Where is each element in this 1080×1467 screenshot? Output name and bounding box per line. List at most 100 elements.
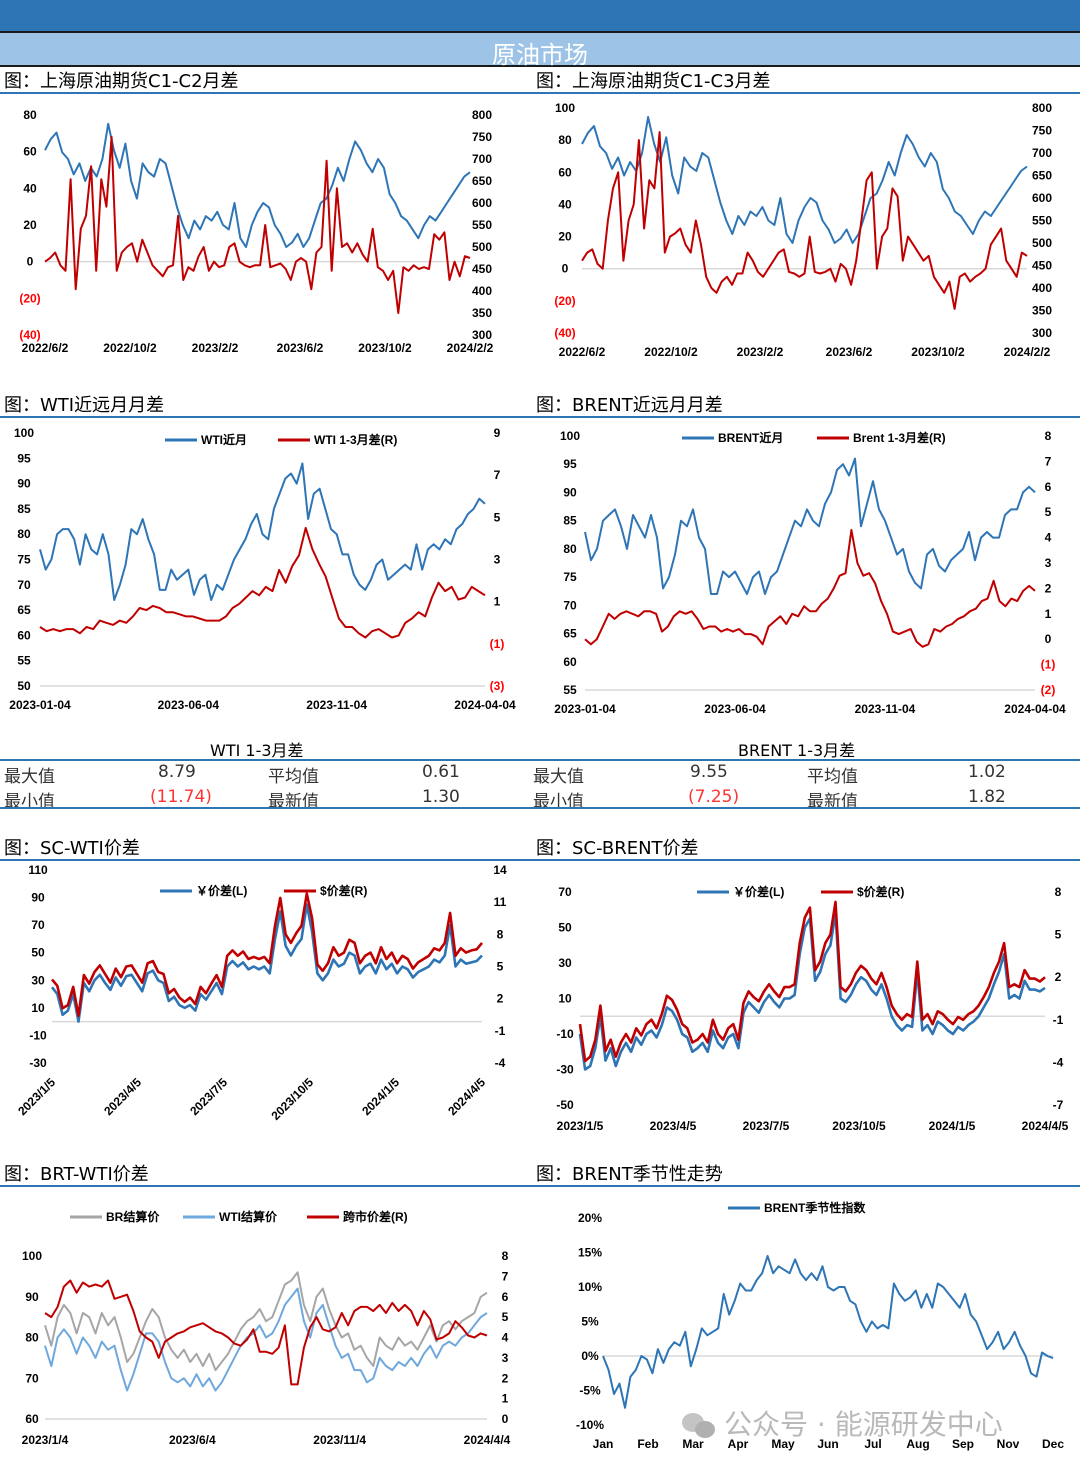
stats-title-wti: WTI 1-3月差 xyxy=(210,741,304,760)
brent-avg-label: 平均值 xyxy=(807,767,858,787)
y-right-tick-label: (3) xyxy=(490,679,505,693)
x-tick-label: 2023-11-04 xyxy=(855,702,916,716)
y-right-tick-label: 7 xyxy=(494,468,501,482)
y-right-tick-label: -1 xyxy=(1053,1013,1064,1027)
wti-max-label: 最大值 xyxy=(4,767,55,787)
y-right-tick-label: 350 xyxy=(1032,304,1052,318)
chart-title: 图：WTI近远月月差 xyxy=(4,395,165,416)
y-right-tick-label: 4 xyxy=(502,1331,509,1345)
y-right-tick-label: -7 xyxy=(1053,1098,1064,1112)
x-tick-label: Dec xyxy=(1042,1437,1064,1451)
y-left-tick-label: 80 xyxy=(563,542,577,556)
y-left-tick-label: (40) xyxy=(554,326,575,340)
watermark: 公众号 · 能源研发中心 xyxy=(682,1403,1003,1443)
series-line-2 xyxy=(44,1279,488,1386)
y-left-tick-label: 55 xyxy=(17,654,31,668)
series-line-0 xyxy=(581,116,1028,244)
y-left-tick-label: 80 xyxy=(23,108,37,122)
y-right-tick-label: 8 xyxy=(1045,429,1052,443)
y-left-tick-label: 85 xyxy=(563,514,577,528)
y-right-tick-label: 500 xyxy=(1032,236,1052,250)
series-line-0 xyxy=(584,457,1036,595)
y-left-tick-label: 90 xyxy=(25,1290,39,1304)
y-left-tick-label: 50 xyxy=(31,946,45,960)
y-left-tick-label: (40) xyxy=(19,328,40,342)
title-underline xyxy=(0,416,532,418)
brent-max-value: 9.55 xyxy=(690,762,728,782)
top-color-bar xyxy=(0,0,1080,33)
y-right-tick-label: 2 xyxy=(1045,581,1052,595)
wti-max-value: 8.79 xyxy=(158,762,196,782)
chart-panel-brent-spread: 图：BRENT近远月月差 xyxy=(532,391,1080,721)
y-left-tick-label: 15% xyxy=(578,1246,602,1260)
legend-label: $价差(R) xyxy=(320,883,367,898)
y-left-tick-label: 60 xyxy=(23,145,37,159)
series-line-0 xyxy=(50,903,483,1023)
y-left-tick-label: 0 xyxy=(27,255,34,269)
y-right-tick-label: 650 xyxy=(472,174,492,188)
y-right-tick-label: 5 xyxy=(1045,505,1052,519)
y-right-tick-label: -4 xyxy=(1053,1055,1064,1069)
y-left-tick-label: 65 xyxy=(17,603,31,617)
y-left-tick-label: 80 xyxy=(558,133,572,147)
series-line-0 xyxy=(602,1255,1054,1409)
y-right-tick-label: 450 xyxy=(1032,259,1052,273)
chart-panel-sc-c1c2: 图：上海原油期货C1-C2月差 xyxy=(0,67,532,367)
y-left-tick-label: 30 xyxy=(558,956,572,970)
chart-sc-c1c2: 80 60 40 20 0 (20) (40) 800 750 700 650 600 550 500 45… xyxy=(19,108,493,355)
x-tick-label: 2024/1/5 xyxy=(359,1075,402,1118)
x-tick-label: Nov xyxy=(997,1437,1020,1451)
y-left-tick-label: 60 xyxy=(25,1412,39,1426)
x-tick-label: Jun xyxy=(817,1437,838,1451)
title-underline xyxy=(0,859,532,861)
series-line-1 xyxy=(584,529,1036,648)
y-right-tick-label: 300 xyxy=(472,328,492,342)
y-left-tick-label: -10% xyxy=(576,1418,604,1432)
y-right-tick-label: 500 xyxy=(472,240,492,254)
brent-avg-value: 1.02 xyxy=(968,762,1006,782)
y-right-tick-label: 350 xyxy=(472,306,492,320)
title-underline xyxy=(532,859,1080,861)
chart-brent-seasonal: 20% 15% 10% 5% 0% -5% -10% Jan Feb Mar Apr May Jun Ju… xyxy=(576,1200,1064,1451)
x-tick-label: 2023/7/5 xyxy=(743,1119,790,1133)
brent-min-value: (7.25) xyxy=(688,787,740,807)
y-left-tick-label: 60 xyxy=(563,655,577,669)
y-left-tick-label: 70 xyxy=(17,578,31,592)
y-left-tick-label: 90 xyxy=(31,891,45,905)
y-left-tick-label: 10 xyxy=(31,1001,45,1015)
y-left-tick-label: 80 xyxy=(17,527,31,541)
wti-min-value: (11.74) xyxy=(150,787,212,807)
x-tick-label: 2023/4/5 xyxy=(650,1119,697,1133)
y-right-tick-label: 800 xyxy=(472,108,492,122)
wti-latest-value: 1.30 xyxy=(422,787,460,807)
legend-label: WTI近月 xyxy=(201,432,247,447)
x-tick-label: 2022/10/2 xyxy=(644,345,698,359)
y-left-tick-label: 110 xyxy=(28,863,48,877)
y-left-tick-label: 60 xyxy=(17,628,31,642)
y-left-tick-label: 100 xyxy=(560,429,580,443)
y-left-tick-label: 70 xyxy=(31,918,45,932)
y-left-tick-label: 40 xyxy=(23,181,37,195)
y-right-tick-label: 1 xyxy=(494,595,501,609)
x-tick-label: Mar xyxy=(682,1437,704,1451)
y-right-tick-label: 7 xyxy=(502,1269,509,1283)
x-tick-label: 2023/10/5 xyxy=(268,1075,316,1123)
series-line-1 xyxy=(44,1287,488,1392)
y-left-tick-label: -10 xyxy=(29,1028,47,1042)
x-tick-label: 2023/6/2 xyxy=(277,341,324,355)
chart-title: 图：BRT-WTI价差 xyxy=(4,1164,149,1185)
y-left-tick-label: 90 xyxy=(17,477,31,491)
y-right-tick-label: (2) xyxy=(1041,683,1056,697)
y-right-tick-label: 11 xyxy=(494,895,507,909)
legend-label: Brent 1-3月差(R) xyxy=(853,430,946,445)
title-underline xyxy=(0,1185,532,1187)
y-right-tick-label: 8 xyxy=(497,927,504,941)
chart-brt-wti: 100 90 80 70 60 8 7 6 5 4 3 2 1 0 2023/1/4 2023/6/4 2023… xyxy=(22,1209,511,1447)
y-left-tick-label: 100 xyxy=(555,101,575,115)
y-right-tick-label: 600 xyxy=(1032,191,1052,205)
y-right-tick-label: 700 xyxy=(472,152,492,166)
series-line-0 xyxy=(44,1271,488,1372)
y-left-tick-label: 75 xyxy=(563,570,577,584)
y-right-tick-label: 14 xyxy=(493,863,507,877)
